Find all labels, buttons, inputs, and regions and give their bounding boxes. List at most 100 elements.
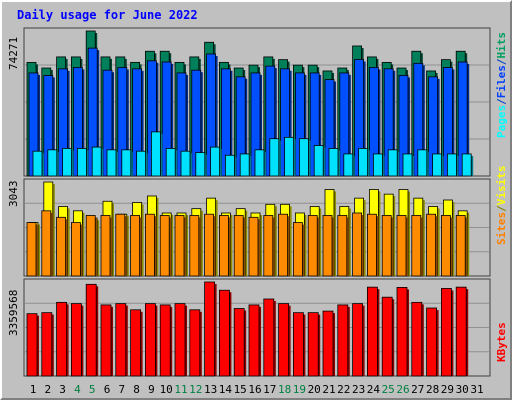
bar-sites-day-15 — [233, 215, 246, 277]
bar-rect — [41, 312, 53, 377]
bar-pages-day-2 — [47, 149, 59, 177]
bar-kbytes-day-7 — [115, 303, 128, 377]
bar-pages-day-17 — [269, 138, 281, 177]
bar-rect — [130, 215, 141, 277]
bar-rect — [56, 301, 67, 377]
bar-kbytes-day-1 — [26, 313, 39, 377]
bar-pages-day-18 — [284, 136, 296, 177]
bar-rect — [446, 153, 457, 177]
x-label-day-13: 13 — [204, 383, 217, 396]
bar-sites-day-21 — [322, 215, 334, 277]
bar-rect — [41, 210, 52, 277]
x-label-day-14: 14 — [219, 383, 233, 396]
bar-kbytes-day-11 — [174, 303, 187, 377]
bar-sites-day-22 — [337, 215, 349, 277]
bar-rect — [195, 152, 206, 177]
bar-kbytes-day-19 — [292, 312, 306, 377]
x-label-day-2: 2 — [44, 383, 51, 396]
bar-sites-day-3 — [56, 216, 68, 277]
x-label-day-12: 12 — [189, 383, 202, 396]
bar-rect — [426, 213, 437, 277]
bar-kbytes-day-18 — [278, 303, 291, 377]
bar-rect — [337, 215, 348, 277]
bar-rect — [298, 138, 309, 177]
bar-pages-day-25 — [387, 149, 400, 177]
bar-rect — [159, 215, 170, 277]
legend-item: Sites — [495, 212, 508, 245]
bar-rect — [426, 307, 438, 377]
bar-kbytes-day-22 — [337, 304, 350, 377]
bar-pages-day-23 — [358, 148, 370, 177]
x-label-day-30: 30 — [456, 383, 469, 396]
bar-rect — [396, 215, 407, 277]
bar-kbytes-day-13 — [204, 281, 217, 377]
x-label-day-8: 8 — [133, 383, 140, 396]
bar-rect — [159, 304, 171, 377]
bar-pages-day-4 — [77, 148, 89, 177]
bar-kbytes-day-8 — [130, 309, 143, 377]
x-label-day-15: 15 — [234, 383, 247, 396]
bar-rect — [115, 213, 126, 277]
bar-pages-day-26 — [402, 153, 414, 177]
bar-kbytes-day-21 — [322, 310, 335, 377]
bar-kbytes-day-5 — [85, 283, 99, 377]
bar-kbytes-day-20 — [307, 312, 321, 377]
bar-pages-day-8 — [136, 150, 148, 177]
bar-rect — [411, 301, 423, 377]
x-label-day-17: 17 — [263, 383, 276, 396]
bar-sites-day-24 — [366, 213, 379, 277]
bar-rect — [136, 150, 147, 177]
x-label-day-24: 24 — [367, 383, 381, 396]
bar-rect — [372, 153, 383, 177]
bar-rect — [174, 303, 186, 377]
bar-kbytes-day-2 — [41, 312, 54, 377]
bar-rect — [313, 145, 324, 177]
bar-pages-day-27 — [417, 149, 429, 177]
bar-rect — [402, 153, 413, 177]
bar-rect — [174, 215, 185, 277]
bar-rect — [224, 154, 235, 177]
x-label-day-16: 16 — [248, 383, 261, 396]
bar-sites-day-6 — [100, 215, 112, 277]
x-label-day-7: 7 — [118, 383, 125, 396]
bar-kbytes-day-26 — [396, 287, 409, 377]
bar-rect — [455, 215, 466, 277]
bar-kbytes-day-9 — [144, 303, 158, 377]
bar-rect — [278, 303, 290, 377]
bar-rect — [56, 216, 66, 277]
x-label-day-9: 9 — [148, 383, 155, 396]
bar-pages-day-28 — [432, 153, 444, 177]
bar-rect — [26, 222, 37, 277]
bar-pages-day-24 — [372, 153, 385, 177]
bar-rect — [239, 153, 250, 177]
bar-kbytes-day-30 — [455, 286, 469, 377]
bar-rect — [387, 149, 398, 177]
bar-rect — [284, 136, 295, 177]
bar-pages-day-6 — [106, 149, 118, 177]
bar-sites-day-5 — [85, 215, 98, 277]
bar-rect — [91, 146, 102, 177]
bar-rect — [165, 148, 176, 177]
bar-rect — [411, 215, 422, 277]
bar-sites-day-27 — [411, 215, 423, 277]
bar-rect — [204, 213, 215, 277]
bar-rect — [366, 286, 378, 377]
bar-sites-day-12 — [189, 215, 201, 277]
x-label-day-27: 27 — [411, 383, 424, 396]
bar-sites-day-20 — [307, 215, 320, 277]
bar-rect — [218, 215, 229, 277]
bar-rect — [263, 215, 274, 277]
bar-rect — [47, 149, 58, 177]
x-label-day-29: 29 — [441, 383, 454, 396]
bar-rect — [352, 303, 364, 377]
bar-rect — [307, 312, 319, 377]
bar-rect — [189, 215, 200, 277]
bar-rect — [366, 213, 377, 277]
bar-sites-day-28 — [426, 213, 438, 277]
bar-kbytes-day-3 — [56, 301, 69, 377]
bar-rect — [85, 283, 97, 377]
bar-kbytes-day-29 — [440, 288, 454, 377]
bar-rect — [307, 215, 318, 277]
bottom-ymax-label: 3359568 — [7, 290, 20, 336]
